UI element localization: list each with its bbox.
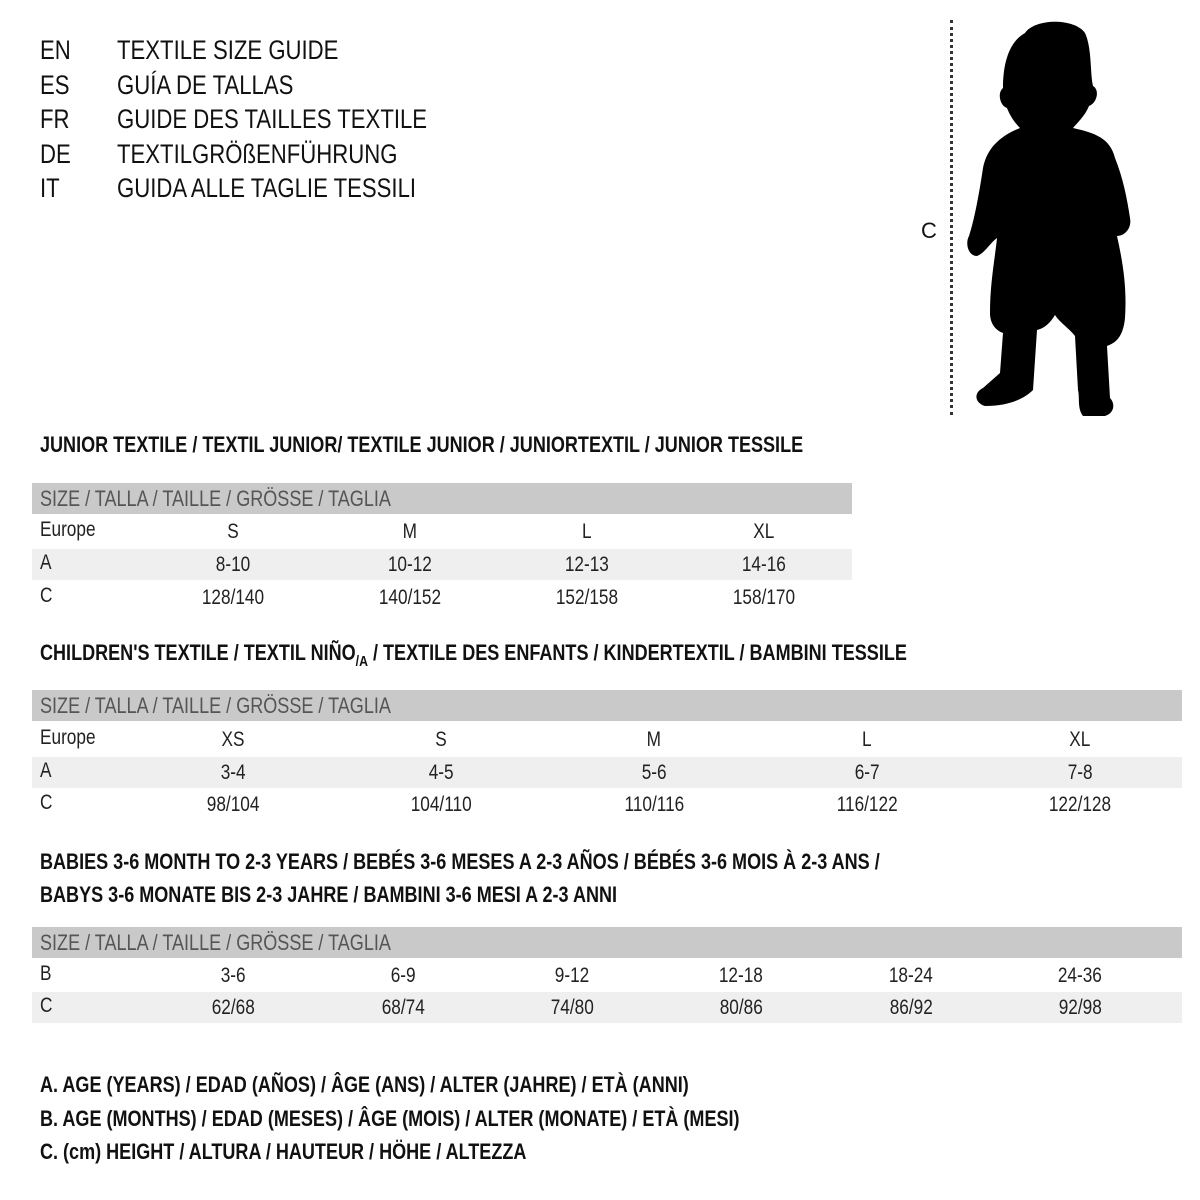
table-cell: L — [862, 728, 872, 751]
table-cell: 12-18 — [718, 964, 764, 987]
table-cell: 5-6 — [641, 761, 667, 784]
junior-table-title: JUNIOR TEXTILE / TEXTIL JUNIOR/ TEXTILE … — [40, 432, 804, 457]
table-cell: 116/122 — [836, 793, 898, 816]
table-cell: S — [435, 728, 447, 751]
table-cell: 4-5 — [428, 761, 454, 784]
row-label: C — [40, 791, 53, 814]
language-code: FR — [40, 104, 70, 134]
language-code: IT — [40, 173, 60, 203]
table-cell: 122/128 — [1048, 793, 1112, 816]
row-label: B — [40, 962, 52, 985]
table-cell: 7-8 — [1067, 761, 1093, 784]
row-stripe — [32, 992, 1182, 1023]
table-cell: 3-6 — [220, 964, 246, 987]
row-label: A — [40, 759, 52, 782]
height-label: C — [921, 218, 937, 243]
table-cell: XS — [221, 728, 245, 751]
table-cell: L — [582, 520, 592, 543]
row-label: Europe — [40, 518, 96, 541]
table-cell: 10-12 — [387, 553, 433, 576]
row-label: C — [40, 994, 53, 1017]
table-cell: 128/140 — [201, 586, 265, 609]
table-cell: 158/170 — [732, 586, 796, 609]
table-cell: XL — [1069, 728, 1091, 751]
table-cell: 14-16 — [741, 553, 787, 576]
children-table-title: CHILDREN'S TEXTILE / TEXTIL NIÑO/A / TEX… — [40, 640, 907, 670]
table-cell: XL — [753, 520, 775, 543]
babies-table-header: SIZE / TALLA / TAILLE / GRÖSSE / TAGLIA — [32, 927, 1182, 958]
table-cell: 6-9 — [390, 964, 416, 987]
language-title: TEXTILGRÖßENFÜHRUNG — [117, 138, 398, 169]
table-cell: M — [402, 520, 418, 543]
table-cell: 12-13 — [564, 553, 610, 576]
language-code: DE — [40, 138, 71, 169]
table-cell: 140/152 — [378, 586, 442, 609]
legend-a: A. AGE (YEARS) / EDAD (AÑOS) / ÂGE (ANS)… — [40, 1072, 689, 1097]
table-cell: 24-36 — [1057, 964, 1103, 987]
language-title: TEXTILE SIZE GUIDE — [117, 35, 339, 65]
table-cell: 110/116 — [624, 793, 684, 816]
table-cell: 18-24 — [888, 964, 934, 987]
language-title: GUIDE DES TAILLES TEXTILE — [117, 104, 428, 134]
table-cell: S — [227, 520, 239, 543]
table-cell: 6-7 — [854, 761, 880, 784]
table-cell: 3-4 — [220, 761, 246, 784]
table-cell: 104/110 — [410, 793, 472, 816]
legend-b: B. AGE (MONTHS) / EDAD (MESES) / ÂGE (MO… — [40, 1106, 740, 1131]
row-label: A — [40, 551, 52, 574]
language-title: GUIDA ALLE TAGLIE TESSILI — [117, 173, 417, 203]
table-cell: 74/80 — [550, 996, 594, 1019]
language-code: EN — [40, 35, 71, 65]
table-cell: 8-10 — [215, 553, 251, 576]
table-cell: 9-12 — [554, 964, 590, 987]
row-label: C — [40, 584, 53, 607]
children-table-header: SIZE / TALLA / TAILLE / GRÖSSE / TAGLIA — [32, 690, 1182, 721]
legend-c: C. (cm) HEIGHT / ALTURA / HAUTEUR / HÖHE… — [40, 1139, 527, 1164]
row-stripe — [32, 549, 852, 580]
language-title: GUÍA DE TALLAS — [117, 69, 294, 100]
junior-table-header: SIZE / TALLA / TAILLE / GRÖSSE / TAGLIA — [32, 483, 852, 514]
babies-table-title-line1: BABIES 3-6 MONTH TO 2-3 YEARS / BEBÉS 3-… — [40, 849, 880, 874]
table-cell: 80/86 — [719, 996, 763, 1019]
table-cell: 68/74 — [381, 996, 425, 1019]
table-cell: 152/158 — [555, 586, 619, 609]
table-cell: 62/68 — [211, 996, 255, 1019]
table-cell: 92/98 — [1058, 996, 1102, 1019]
table-cell: 98/104 — [206, 793, 260, 816]
row-label: Europe — [40, 726, 96, 749]
language-code: ES — [40, 69, 70, 100]
table-cell: 86/92 — [889, 996, 933, 1019]
row-stripe — [32, 757, 1182, 788]
child-silhouette-icon — [967, 21, 1131, 416]
table-cell: M — [646, 728, 662, 751]
babies-table-title-line2: BABYS 3-6 MONATE BIS 2-3 JAHRE / BAMBINI… — [40, 882, 618, 907]
height-measure-dotted-line — [950, 20, 953, 415]
